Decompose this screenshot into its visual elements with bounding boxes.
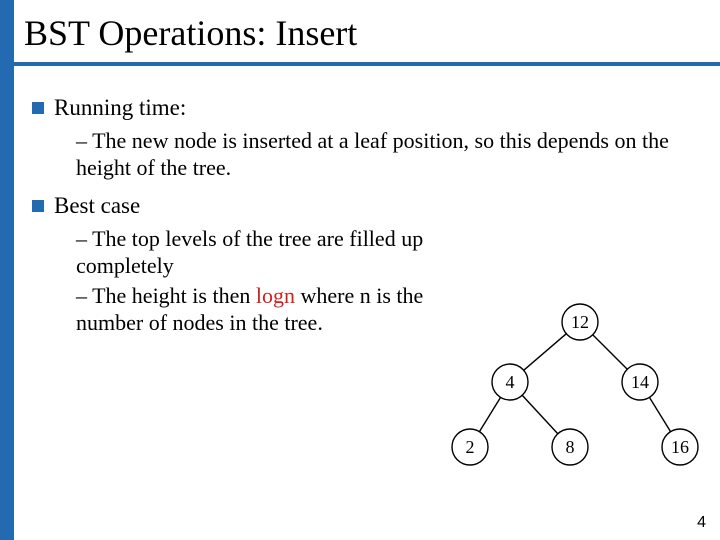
sub-bullet-leaf-position: – The new node is inserted at a leaf pos… — [76, 128, 692, 182]
text-part-a: – The height is then — [76, 283, 256, 308]
page-number: 4 — [697, 514, 706, 532]
bullet-label: Running time: — [54, 94, 186, 122]
slide-title: BST Operations: Insert — [24, 12, 357, 54]
svg-text:12: 12 — [571, 312, 589, 332]
text-logn-highlight: logn — [256, 283, 295, 308]
accent-sidebar — [0, 0, 14, 540]
sub-bullet-top-levels: – The top levels of the tree are filled … — [76, 226, 456, 280]
svg-text:2: 2 — [466, 437, 475, 457]
title-underline — [14, 62, 720, 66]
tree-svg: 12 4 14 2 8 16 — [440, 302, 700, 482]
svg-text:4: 4 — [506, 372, 515, 392]
bst-tree-diagram: 12 4 14 2 8 16 — [440, 302, 700, 502]
svg-text:16: 16 — [671, 437, 689, 457]
sub-bullet-height-logn: – The height is then logn where n is the… — [76, 283, 456, 337]
square-bullet-icon — [32, 102, 44, 114]
svg-text:14: 14 — [631, 372, 649, 392]
svg-text:8: 8 — [566, 437, 575, 457]
bullet-running-time: Running time: — [32, 94, 692, 122]
bullet-best-case: Best case — [32, 192, 692, 220]
bullet-label: Best case — [54, 192, 140, 220]
square-bullet-icon — [32, 200, 44, 212]
